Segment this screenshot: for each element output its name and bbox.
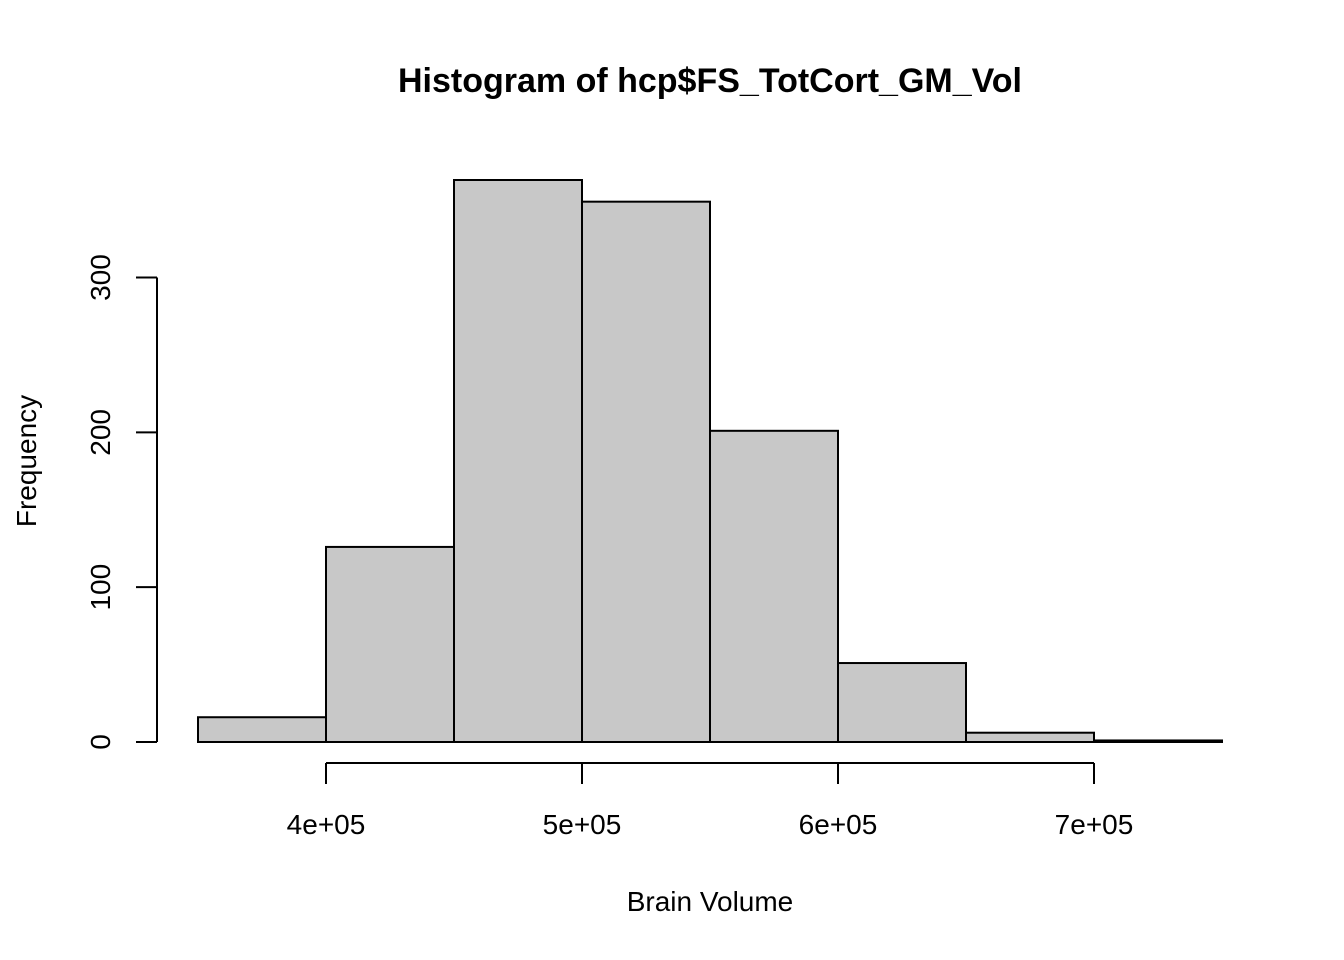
histogram-bar-6 [837,662,967,743]
y-tick-label: 300 [85,254,116,301]
histogram-bar-2 [325,545,455,743]
x-tick-label: 4e+05 [287,809,366,840]
y-tick-label: 100 [85,564,116,611]
y-axis-label: Frequency [11,395,42,527]
x-tick-label: 7e+05 [1055,809,1134,840]
y-tick-label: 200 [85,409,116,456]
x-axis-label: Brain Volume [627,886,794,917]
histogram-bar-4 [581,200,711,743]
histogram-bar-5 [709,429,839,743]
x-tick-label: 6e+05 [799,809,878,840]
histogram-bar-3 [453,179,583,743]
histogram-bar-8 [1093,739,1223,743]
y-tick-label: 0 [85,734,116,750]
y-axis: 0 100 200 300 [85,254,158,750]
bars-group [197,179,1223,744]
chart-title: Histogram of hcp$FS_TotCort_GM_Vol [398,62,1022,100]
histogram-bar-7 [965,731,1095,744]
x-tick-label: 5e+05 [543,809,622,840]
x-axis: 4e+05 5e+05 6e+05 7e+05 [287,762,1134,840]
histogram-bar-1 [197,716,327,743]
